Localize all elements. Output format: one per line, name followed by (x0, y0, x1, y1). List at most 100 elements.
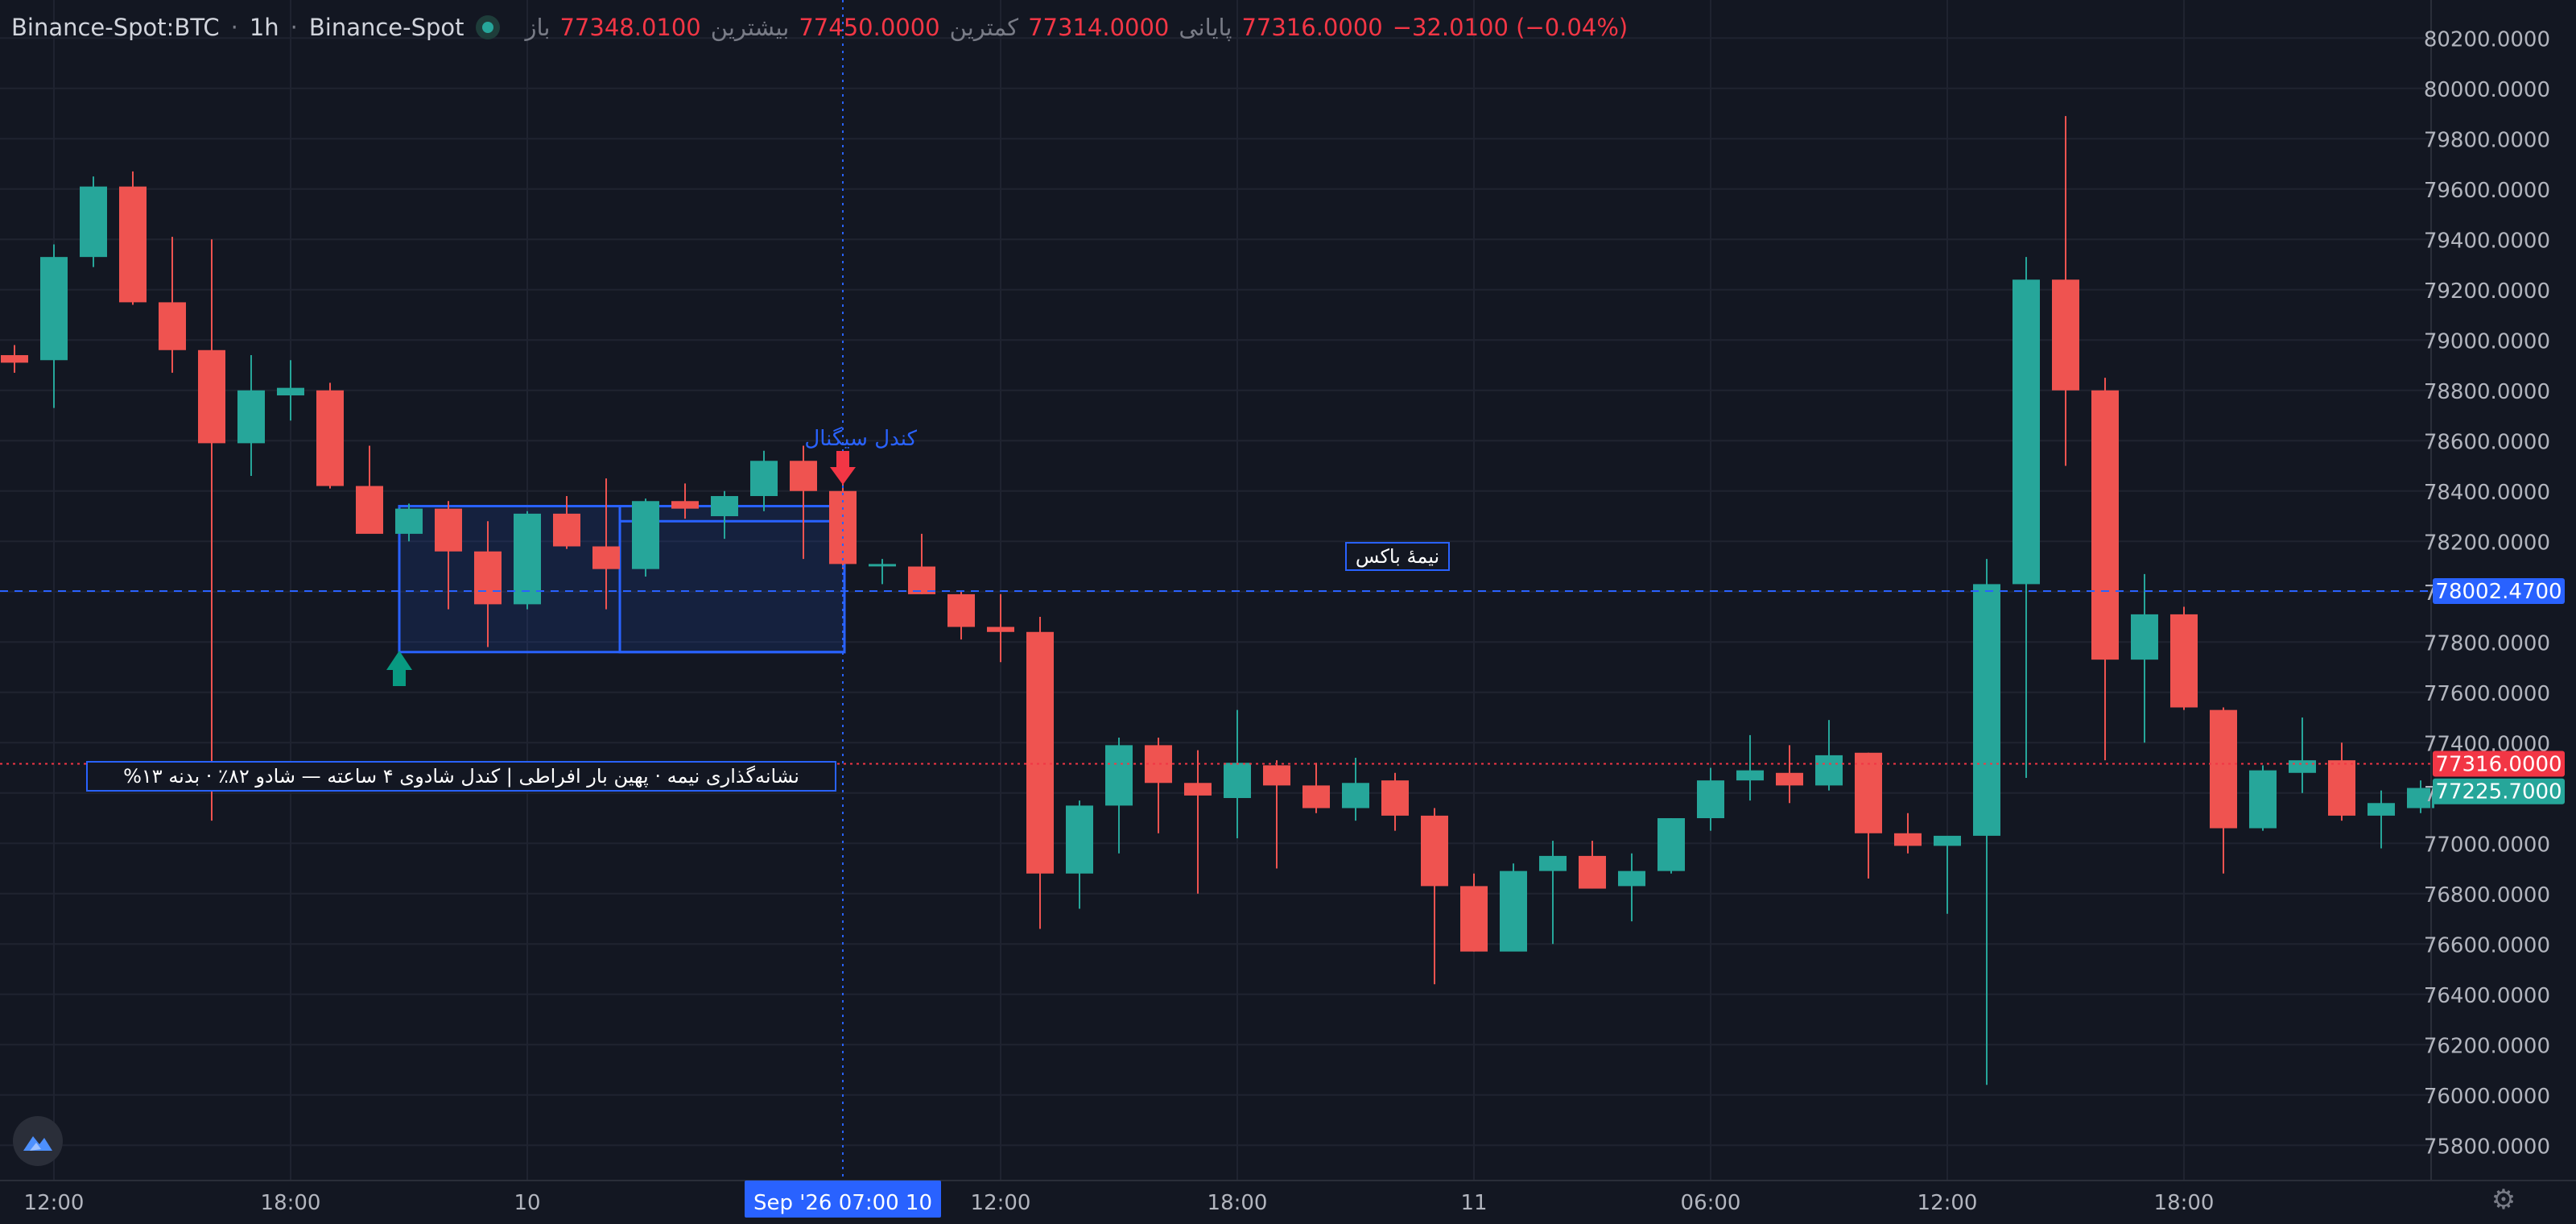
candle-body (1224, 763, 1251, 799)
candle (1381, 772, 1409, 831)
candle-body (1500, 870, 1527, 952)
candle (632, 498, 659, 577)
candle-body (1815, 755, 1843, 786)
candles (1, 116, 2434, 1085)
candle (2407, 780, 2434, 813)
legend-separator: · (230, 14, 238, 41)
candle (2210, 707, 2237, 874)
candle-body (1934, 835, 1961, 846)
price-tick-label: 80200.0000 (2424, 27, 2550, 52)
time-tick-label: 10 (514, 1191, 540, 1215)
candle-body (435, 508, 462, 552)
low-label: کمترین (949, 14, 1019, 41)
time-tick-label: 06:00 (1681, 1191, 1741, 1215)
candle (1500, 863, 1527, 952)
candle-body (790, 461, 817, 491)
candle-body (711, 496, 738, 517)
candle-body (908, 566, 935, 594)
symbol-label[interactable]: Binance-Spot:BTC (11, 14, 220, 41)
price-line-label-bg (2433, 751, 2565, 777)
candle (987, 593, 1014, 663)
price-line-label: 77316.0000 (2435, 753, 2562, 777)
candle-body (2170, 614, 2198, 708)
box-annotation[interactable] (398, 505, 846, 654)
candle-body (1421, 815, 1448, 887)
candle (2328, 742, 2355, 821)
candle-body (1026, 631, 1054, 874)
candle (2170, 606, 2198, 710)
candle (908, 533, 935, 594)
candle-body (2052, 279, 2079, 391)
candle-body (1697, 780, 1724, 819)
candle-body (1539, 855, 1567, 871)
candle-body (553, 513, 580, 547)
tradingview-logo-icon[interactable] (13, 1116, 63, 1166)
candle-body (2210, 709, 2237, 829)
info-label-frame (86, 761, 836, 792)
candle-body (947, 593, 975, 627)
candle (435, 501, 462, 610)
open-value: 77348.0100 (559, 14, 701, 41)
candle (1776, 745, 1803, 804)
candle (1, 345, 28, 373)
info-label: %نشانه‌گذاری نیمه · پهین بار افراطی | کن… (123, 765, 799, 788)
price-lines (0, 0, 2431, 1181)
candle (474, 521, 502, 647)
candle-body (1736, 770, 1764, 781)
price-tick-label: 76800.0000 (2424, 883, 2550, 908)
chart-legend: Binance-Spot:BTC · 1h · Binance-Spot باز… (11, 11, 1628, 43)
candle-body (356, 486, 383, 534)
candle-body (277, 387, 304, 396)
candle-body (1381, 780, 1409, 816)
candle-body (1342, 783, 1369, 808)
candle (1815, 720, 1843, 791)
legend-separator: · (290, 14, 298, 41)
annotations: کندل سیگنال نیمهٔ باکس %نشانه‌گذاری نیمه ·… (86, 426, 1450, 792)
close-label: پایانی (1179, 14, 1232, 41)
price-tick-label: 78400.0000 (2424, 481, 2550, 505)
candle-body (1066, 805, 1093, 874)
candle (592, 478, 620, 610)
price-tick-label: 76200.0000 (2424, 1034, 2550, 1058)
candle-body (987, 626, 1014, 632)
candle (2368, 790, 2395, 849)
interval-label[interactable]: 1h (249, 14, 279, 41)
candle-body (237, 390, 265, 444)
candle-body (1973, 584, 2000, 836)
zone-box-inner (618, 519, 846, 654)
price-tick-label: 78600.0000 (2424, 430, 2550, 454)
candle (1342, 758, 1369, 821)
candle-body (1855, 752, 1882, 833)
candle (1026, 617, 1054, 929)
candle (395, 503, 423, 542)
candle (1066, 800, 1093, 909)
price-tick-label: 75800.0000 (2424, 1135, 2550, 1159)
candle-body (750, 461, 778, 497)
price-line-label-bg (2433, 578, 2565, 604)
candle-body (2091, 390, 2119, 660)
market-status-icon[interactable] (475, 15, 500, 39)
zone-box[interactable] (398, 505, 846, 654)
candle (2249, 765, 2277, 831)
time-tick-label: 12:00 (1918, 1191, 1978, 1215)
candle (869, 559, 896, 585)
candle-body (1776, 772, 1803, 786)
price-axis[interactable]: 75800.0000 76000.0000 76200.0000 76400.0000… (2424, 27, 2565, 1159)
candle (1618, 853, 1645, 922)
candle-body (1263, 765, 1290, 786)
settings-gear-icon[interactable]: ⚙ (2491, 1184, 2516, 1216)
candle-body (2131, 614, 2158, 660)
candle (237, 355, 265, 477)
candle-body (2328, 760, 2355, 816)
candle-body (198, 349, 225, 444)
price-tick-label: 79600.0000 (2424, 179, 2550, 203)
candle-body (2013, 279, 2040, 585)
price-line-label-bg (2433, 778, 2565, 804)
time-tick-label: 12:00 (971, 1191, 1031, 1215)
time-axis[interactable]: 12:00 18:00 10 12:00 18:00 11 06:00 12:00 18:00 S… (24, 1181, 2215, 1218)
time-tick-label: 18:00 (261, 1191, 321, 1215)
price-tick-label: 76000.0000 (2424, 1085, 2550, 1109)
candle (356, 445, 383, 534)
candle (2131, 573, 2158, 743)
